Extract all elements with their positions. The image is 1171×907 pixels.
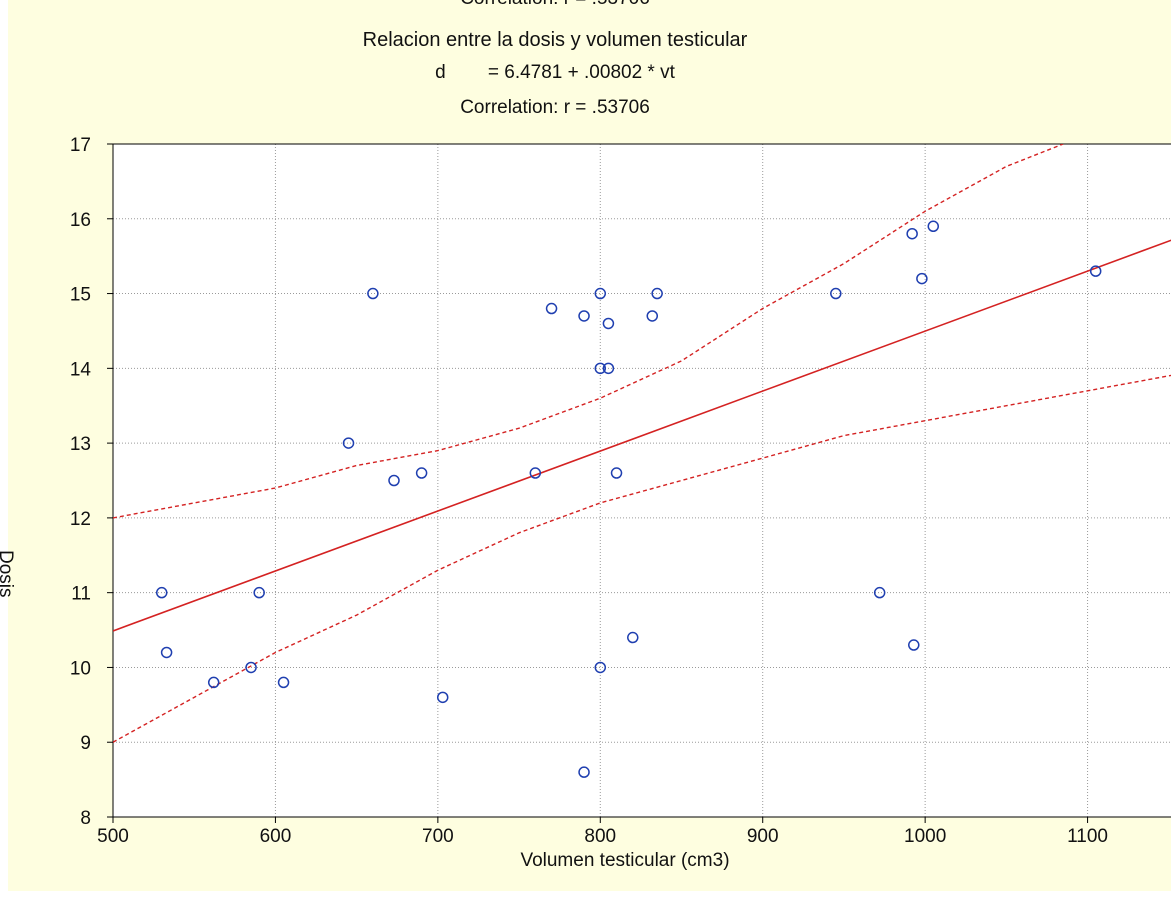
y-tick-label: 13 bbox=[70, 434, 91, 455]
data-point bbox=[277, 676, 290, 689]
x-tick-label: 700 bbox=[422, 826, 454, 847]
chart-title: Relacion entre la dosis y volumen testic… bbox=[362, 29, 748, 51]
regression-equation: d = 6.4781 + .00802 * vt bbox=[435, 62, 675, 83]
data-point bbox=[155, 586, 168, 599]
x-tick-label: 1000 bbox=[904, 826, 946, 847]
y-tick-label: 10 bbox=[70, 658, 91, 679]
data-point bbox=[873, 586, 886, 599]
data-point bbox=[602, 317, 615, 330]
y-tick-label: 9 bbox=[80, 733, 91, 754]
y-tick-label: 11 bbox=[71, 584, 91, 605]
data-point bbox=[627, 631, 639, 644]
data-point bbox=[578, 766, 590, 778]
x-tick-label: 800 bbox=[584, 826, 616, 847]
confidence-upper-line bbox=[113, 144, 1064, 519]
correlation-label: Correlation: r = .53706 bbox=[460, 97, 650, 118]
data-point bbox=[906, 227, 918, 240]
data-point bbox=[602, 362, 615, 375]
data-point bbox=[646, 310, 659, 322]
data-point bbox=[610, 467, 623, 479]
data-point bbox=[927, 220, 940, 233]
confidence-lower-line bbox=[113, 374, 1171, 743]
data-point bbox=[908, 639, 920, 651]
data-point bbox=[160, 646, 173, 659]
data-point bbox=[253, 586, 265, 599]
data-point bbox=[207, 676, 220, 689]
left-border bbox=[0, 0, 8, 907]
x-tick-label: 600 bbox=[260, 826, 292, 847]
y-tick-label: 8 bbox=[80, 808, 91, 829]
y-tick-label: 15 bbox=[70, 285, 91, 306]
data-point bbox=[529, 467, 542, 479]
data-point bbox=[594, 661, 607, 674]
data-point bbox=[594, 362, 607, 375]
data-point bbox=[651, 287, 663, 300]
data-point bbox=[367, 287, 379, 300]
regression-line bbox=[113, 239, 1171, 632]
x-tick-label: 500 bbox=[97, 826, 129, 847]
data-point bbox=[578, 310, 590, 322]
y-tick-label: 14 bbox=[70, 359, 92, 380]
x-tick-label: 1100 bbox=[1067, 826, 1108, 847]
x-tick-label: 900 bbox=[747, 826, 779, 847]
data-point bbox=[916, 272, 928, 285]
y-tick-label: 17 bbox=[70, 135, 91, 156]
data-point bbox=[388, 474, 400, 487]
data-point bbox=[436, 691, 449, 704]
data-point bbox=[594, 287, 607, 300]
y-tick-label: 12 bbox=[70, 509, 91, 530]
data-point bbox=[830, 287, 842, 300]
data-point bbox=[245, 661, 257, 674]
data-point bbox=[545, 302, 558, 315]
y-tick-label: 16 bbox=[70, 210, 91, 231]
plot-area bbox=[113, 144, 1171, 817]
chart-title-partial: Correlation: r = .53706 bbox=[0, 0, 1110, 10]
data-point bbox=[342, 437, 355, 449]
x-axis-label: Volumen testicular (cm3) bbox=[520, 850, 730, 871]
data-point bbox=[415, 467, 428, 479]
data-point bbox=[1089, 265, 1102, 277]
bottom-border bbox=[0, 891, 1171, 907]
